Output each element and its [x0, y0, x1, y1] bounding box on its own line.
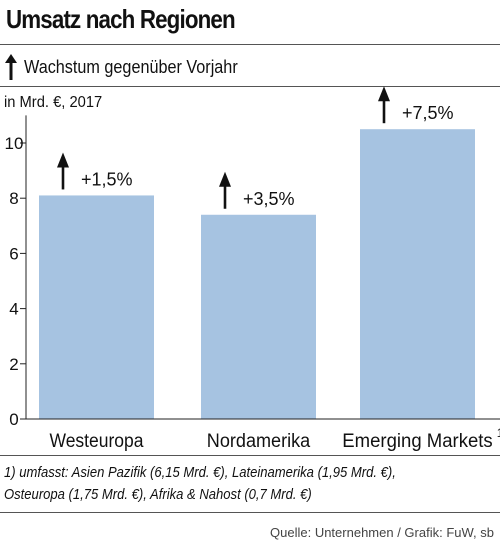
legend: Wachstum gegenüber Vorjahr: [4, 52, 261, 82]
growth-arrow-head: [219, 171, 231, 187]
y-tick-label: 2: [9, 355, 18, 374]
growth-label: +7,5%: [402, 103, 454, 123]
footnote: 1) umfasst: Asien Pazifik (6,15 Mrd. €),…: [4, 462, 447, 506]
footnote-divider: [0, 512, 500, 513]
source-credit: Quelle: Unternehmen / Grafik: FuW, sb: [270, 525, 494, 540]
bar: [201, 214, 316, 419]
growth-arrow-head: [57, 152, 69, 168]
y-tick-label: 0: [9, 410, 18, 429]
bar-chart: 0 2 4 6 8 10 +1,5% Westeuropa +3,5% Nordamerika +7…: [5, 86, 500, 452]
bar: [360, 129, 475, 419]
legend-label: Wachstum gegenüber Vorjahr: [24, 56, 238, 77]
category-label: Nordamerika: [207, 431, 311, 452]
category-label: Westeuropa: [50, 431, 144, 452]
footnote-line-1: 1) umfasst: Asien Pazifik (6,15 Mrd. €),…: [4, 465, 396, 481]
footnote-line-2: Osteuropa (1,75 Mrd. €), Afrika & Nahost…: [4, 487, 312, 503]
category-label: Emerging Markets: [342, 431, 492, 452]
y-tick-label: 6: [9, 244, 18, 263]
up-arrow-icon: [5, 54, 17, 80]
chart-bottom-divider: [0, 455, 500, 456]
unit-label: in Mrd. €, 2017: [4, 94, 103, 111]
chart-title: Umsatz nach Regionen: [6, 4, 236, 34]
bar: [39, 195, 154, 419]
growth-label: +3,5%: [243, 189, 295, 209]
growth-label: +1,5%: [81, 169, 133, 189]
legend-divider: [0, 86, 500, 87]
y-tick-label: 4: [9, 300, 18, 319]
growth-arrow-head: [378, 86, 390, 102]
y-tick-label: 10: [5, 134, 24, 153]
title-divider: [0, 44, 500, 45]
footnote-marker: 1: [497, 426, 500, 440]
y-tick-label: 8: [9, 189, 18, 208]
